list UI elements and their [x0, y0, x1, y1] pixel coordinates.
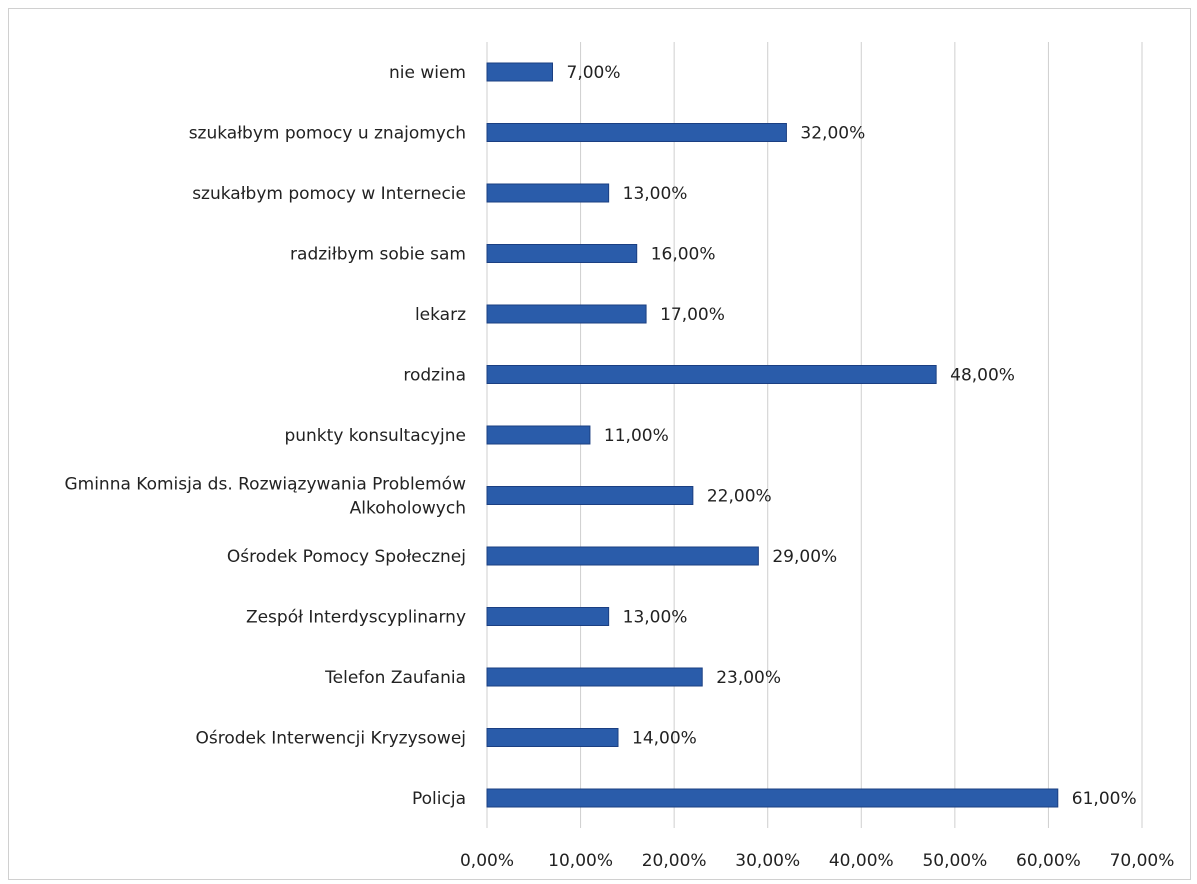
bar	[486, 244, 638, 263]
category-label: szukałbym pomocy w Internecie	[192, 184, 466, 204]
bar	[486, 486, 694, 505]
data-label: 13,00%	[623, 608, 688, 628]
data-label: 11,00%	[604, 426, 669, 446]
bar	[486, 728, 619, 747]
data-label: 17,00%	[660, 305, 725, 325]
bar-layer	[486, 62, 1059, 808]
bar	[486, 425, 591, 445]
data-label: 61,00%	[1072, 789, 1137, 809]
data-label: 16,00%	[651, 245, 716, 265]
category-label: Policja	[412, 789, 466, 809]
chart-frame	[8, 8, 1191, 880]
data-label: 32,00%	[800, 124, 865, 144]
x-tick-label: 10,00%	[548, 851, 613, 871]
category-label: Alkoholowych	[350, 499, 466, 519]
bar	[486, 546, 759, 566]
category-label: Ośrodek Interwencji Kryzysowej	[195, 729, 466, 749]
data-label: 7,00%	[567, 63, 621, 83]
category-label: Zespół Interdyscyplinarny	[246, 608, 466, 628]
bar	[486, 365, 937, 384]
category-label: rodzina	[403, 366, 466, 386]
x-tick-label: 50,00%	[922, 851, 987, 871]
bar	[486, 607, 610, 626]
x-tick-label: 70,00%	[1110, 851, 1175, 871]
bar	[486, 788, 1059, 808]
data-label: 14,00%	[632, 729, 697, 749]
bar	[486, 183, 610, 203]
bar	[486, 667, 703, 687]
category-label: Ośrodek Pomocy Społecznej	[227, 547, 466, 567]
x-tick-label: 60,00%	[1016, 851, 1081, 871]
bar	[486, 62, 553, 82]
grid-layer	[486, 42, 1143, 828]
category-label: Telefon Zaufania	[324, 668, 466, 688]
category-label: szukałbym pomocy u znajomych	[189, 124, 466, 144]
category-label: lekarz	[415, 305, 466, 325]
x-tick-label: 20,00%	[642, 851, 707, 871]
category-label: nie wiem	[389, 63, 466, 83]
bar	[486, 304, 647, 324]
bar	[486, 123, 787, 142]
category-label: Gminna Komisja ds. Rozwiązywania Problem…	[64, 475, 466, 495]
data-label: 29,00%	[772, 547, 837, 567]
data-label: 48,00%	[950, 366, 1015, 386]
data-label: 22,00%	[707, 487, 772, 507]
category-label: radziłbym sobie sam	[290, 245, 466, 265]
x-tick-label: 40,00%	[829, 851, 894, 871]
data-label: 23,00%	[716, 668, 781, 688]
x-tick-label: 0,00%	[460, 851, 514, 871]
data-label: 13,00%	[623, 184, 688, 204]
x-tick-label: 30,00%	[735, 851, 800, 871]
category-label: punkty konsultacyjne	[284, 426, 466, 446]
label-layer: 0,00% 10,00% 20,00% 30,00% 40,00% 50,00% 60,00…	[64, 63, 1174, 871]
